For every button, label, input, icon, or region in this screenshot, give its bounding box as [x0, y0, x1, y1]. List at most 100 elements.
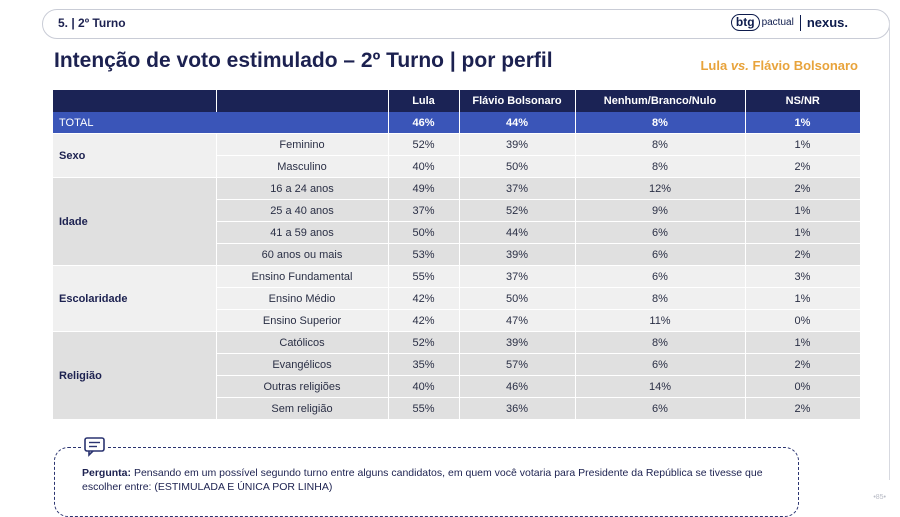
- question-text: Pergunta: Pensando em um possível segund…: [82, 466, 782, 494]
- cell-value: 1%: [745, 287, 861, 310]
- row-label: Católicos: [216, 331, 389, 354]
- cell-value: 6%: [575, 265, 746, 288]
- cell-value: 44%: [459, 221, 576, 244]
- cell-value: 57%: [459, 353, 576, 376]
- cell-value: 2%: [745, 397, 861, 420]
- cell-value: 3%: [745, 265, 861, 288]
- cell-value: 42%: [388, 287, 460, 310]
- row-label: 16 a 24 anos: [216, 177, 389, 200]
- cell-value: 53%: [388, 243, 460, 266]
- total-value: 44%: [459, 112, 576, 134]
- cell-value: 1%: [745, 221, 861, 244]
- page-number: •85•: [873, 494, 886, 501]
- cell-value: 2%: [745, 353, 861, 376]
- cell-value: 1%: [745, 133, 861, 156]
- brand-divider: [799, 14, 801, 31]
- brand-logos: btg pactual nexus.: [730, 14, 848, 31]
- table-row-total: TOTAL 46% 44% 8% 1%: [53, 112, 861, 134]
- cell-value: 37%: [388, 199, 460, 222]
- column-header: Nenhum/Branco/Nulo: [575, 90, 746, 112]
- cell-value: 8%: [575, 133, 746, 156]
- table-row: Outras religiões 40% 46% 14% 0%: [53, 375, 861, 398]
- column-header: [216, 90, 389, 112]
- right-edge-line: [889, 20, 890, 480]
- btg-pactual-logo: btg pactual: [730, 14, 794, 31]
- cell-value: 50%: [388, 221, 460, 244]
- cell-value: 49%: [388, 177, 460, 200]
- group-label: Religião: [53, 331, 217, 420]
- table-row: Masculino 40% 50% 8% 2%: [53, 155, 861, 178]
- table-body: TOTAL 46% 44% 8% 1% Sexo Feminino 52% 39% 8%…: [53, 112, 861, 420]
- group-label: Escolaridade: [53, 265, 217, 332]
- cell-value: 8%: [575, 287, 746, 310]
- table-row: 41 a 59 anos 50% 44% 6% 1%: [53, 221, 861, 244]
- cell-value: 2%: [745, 177, 861, 200]
- cell-value: 2%: [745, 243, 861, 266]
- cell-value: 37%: [459, 265, 576, 288]
- subtitle-vs: vs.: [730, 58, 749, 73]
- cell-value: 52%: [388, 331, 460, 354]
- table-row: Sem religião 55% 36% 6% 2%: [53, 397, 861, 420]
- subtitle-candidate-a: Lula: [700, 58, 728, 73]
- cell-value: 46%: [459, 375, 576, 398]
- table-row: Sexo Feminino 52% 39% 8% 1%: [53, 133, 861, 178]
- cell-value: 12%: [575, 177, 746, 200]
- cell-value: 2%: [745, 155, 861, 178]
- cell-value: 35%: [388, 353, 460, 376]
- row-label: Ensino Superior: [216, 309, 389, 332]
- cell-value: 52%: [459, 199, 576, 222]
- btg-logo-mark: btg: [730, 14, 760, 31]
- row-label: Evangélicos: [216, 353, 389, 376]
- row-label: Ensino Médio: [216, 287, 389, 310]
- cell-value: 14%: [575, 375, 746, 398]
- row-label: Masculino: [216, 155, 389, 178]
- page-subtitle: Lula vs. Flávio Bolsonaro: [700, 58, 858, 73]
- row-label: 60 anos ou mais: [216, 243, 389, 266]
- cell-value: 40%: [388, 375, 460, 398]
- cell-value: 11%: [575, 309, 746, 332]
- cell-value: 0%: [745, 375, 861, 398]
- row-label: 25 a 40 anos: [216, 199, 389, 222]
- table-row: Ensino Superior 42% 47% 11% 0%: [53, 309, 861, 332]
- subtitle-candidate-b: Flávio Bolsonaro: [752, 58, 858, 73]
- cell-value: 6%: [575, 353, 746, 376]
- cell-value: 50%: [459, 155, 576, 178]
- total-value: 46%: [388, 112, 460, 134]
- column-header: Lula: [388, 90, 460, 112]
- question-label: Pergunta:: [82, 467, 132, 479]
- column-header: Flávio Bolsonaro: [459, 90, 576, 112]
- row-label: Sem religião: [216, 397, 389, 420]
- row-label: Ensino Fundamental: [216, 265, 389, 288]
- row-label: Feminino: [216, 133, 389, 156]
- cell-value: 42%: [388, 309, 460, 332]
- total-value: 8%: [575, 112, 746, 134]
- group-label: Idade: [53, 177, 217, 266]
- cell-value: 37%: [459, 177, 576, 200]
- cell-value: 39%: [459, 331, 576, 354]
- cell-value: 9%: [575, 199, 746, 222]
- nexus-logo: nexus.: [806, 15, 848, 30]
- total-value: 1%: [745, 112, 861, 134]
- cell-value: 47%: [459, 309, 576, 332]
- cell-value: 1%: [745, 331, 861, 354]
- group-label: Sexo: [53, 133, 217, 178]
- cell-value: 8%: [575, 155, 746, 178]
- chat-bubble-icon: [82, 437, 108, 457]
- cell-value: 55%: [388, 265, 460, 288]
- total-label: TOTAL: [53, 112, 389, 134]
- row-label: Outras religiões: [216, 375, 389, 398]
- cell-value: 6%: [575, 397, 746, 420]
- table-row: Escolaridade Ensino Fundamental 55% 37% 6% 3%: [53, 265, 861, 332]
- cell-value: 55%: [388, 397, 460, 420]
- table-row: Evangélicos 35% 57% 6% 2%: [53, 353, 861, 376]
- cell-value: 40%: [388, 155, 460, 178]
- cell-value: 6%: [575, 243, 746, 266]
- cell-value: 8%: [575, 331, 746, 354]
- cell-value: 0%: [745, 309, 861, 332]
- table-row: Idade 16 a 24 anos 49% 37% 12% 2%: [53, 177, 861, 266]
- table-row: Ensino Médio 42% 50% 8% 1%: [53, 287, 861, 310]
- btg-logo-word: pactual: [761, 17, 794, 28]
- results-table: Lula Flávio Bolsonaro Nenhum/Branco/Nulo…: [53, 90, 861, 420]
- cell-value: 50%: [459, 287, 576, 310]
- cell-value: 39%: [459, 243, 576, 266]
